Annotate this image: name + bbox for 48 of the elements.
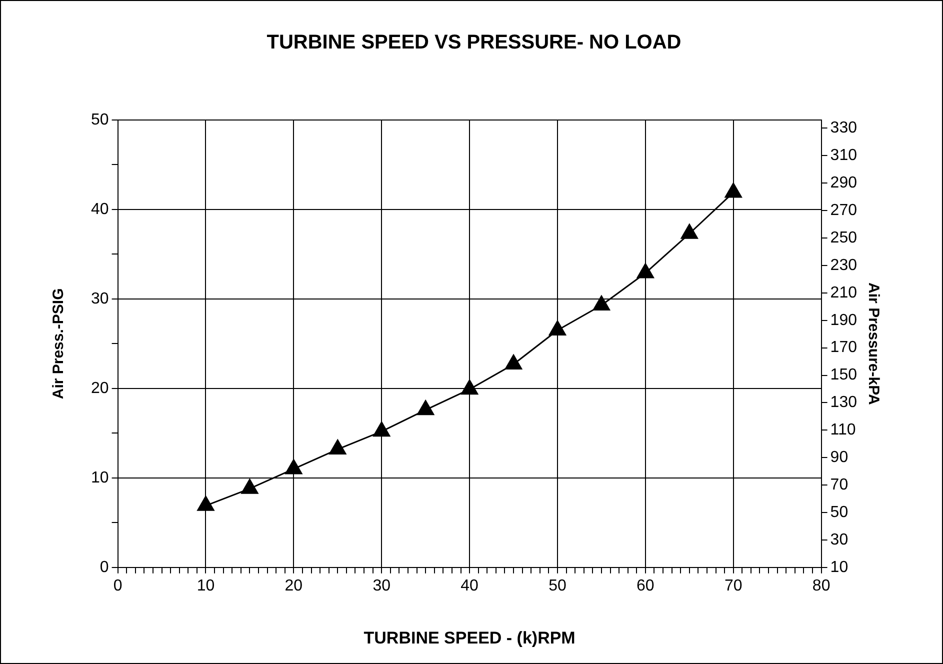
y2-axis-title: Air Pressure-kPA [864, 282, 882, 406]
point [285, 459, 302, 474]
y2-tick-label: 310 [830, 147, 858, 164]
x-tick-label: 40 [460, 577, 479, 594]
y2-tick-label: 290 [830, 174, 858, 192]
x-tick-label: 70 [724, 577, 742, 594]
y-tick-label: 30 [91, 290, 109, 308]
y2-tick-label: 50 [830, 504, 848, 521]
y-tick-label: 20 [91, 380, 109, 397]
x-tick-label: 0 [113, 577, 122, 594]
point [417, 400, 434, 416]
point [461, 380, 478, 395]
chart-title: TURBINE SPEED VS PRESSURE- NO LOAD [266, 32, 682, 54]
x-tick-label: 50 [548, 577, 566, 594]
y2-tick-label: 70 [830, 476, 848, 494]
y2-tick-label: 90 [830, 449, 848, 466]
point [592, 295, 610, 310]
point [636, 263, 654, 278]
point [373, 422, 390, 437]
y2-tick-label: 270 [830, 202, 858, 219]
y-tick-label: 50 [91, 111, 109, 128]
y2-tick-label: 330 [830, 120, 858, 137]
point [504, 354, 522, 370]
x-tick-label: 20 [284, 577, 303, 594]
y2-tick-label: 30 [830, 531, 848, 548]
y2-tick-label: 230 [830, 256, 858, 274]
point [724, 182, 742, 198]
y2-tick-label: 150 [830, 366, 858, 384]
y2-tick-label: 10 [830, 558, 848, 576]
x-tick-label: 80 [812, 577, 830, 594]
y2-tick-label: 110 [830, 422, 856, 439]
point [241, 478, 258, 494]
y2-tick-label: 210 [830, 284, 858, 302]
point [548, 320, 566, 336]
point [680, 224, 698, 239]
point [197, 496, 214, 511]
y-tick-label: 10 [91, 469, 109, 486]
y2-tick-label: 190 [830, 312, 858, 329]
y2-tick-label: 170 [830, 339, 858, 356]
y-tick-label: 0 [100, 558, 109, 576]
point [329, 440, 346, 455]
y-tick-label: 40 [91, 200, 109, 218]
y-axis-title: Air Press.-PSIG [50, 288, 68, 400]
x-tick-label: 30 [372, 577, 391, 594]
y2-tick-label: 250 [830, 229, 858, 246]
x-tick-label: 60 [636, 577, 654, 594]
x-tick-label: 10 [196, 577, 215, 594]
y2-tick-label: 130 [830, 394, 858, 412]
